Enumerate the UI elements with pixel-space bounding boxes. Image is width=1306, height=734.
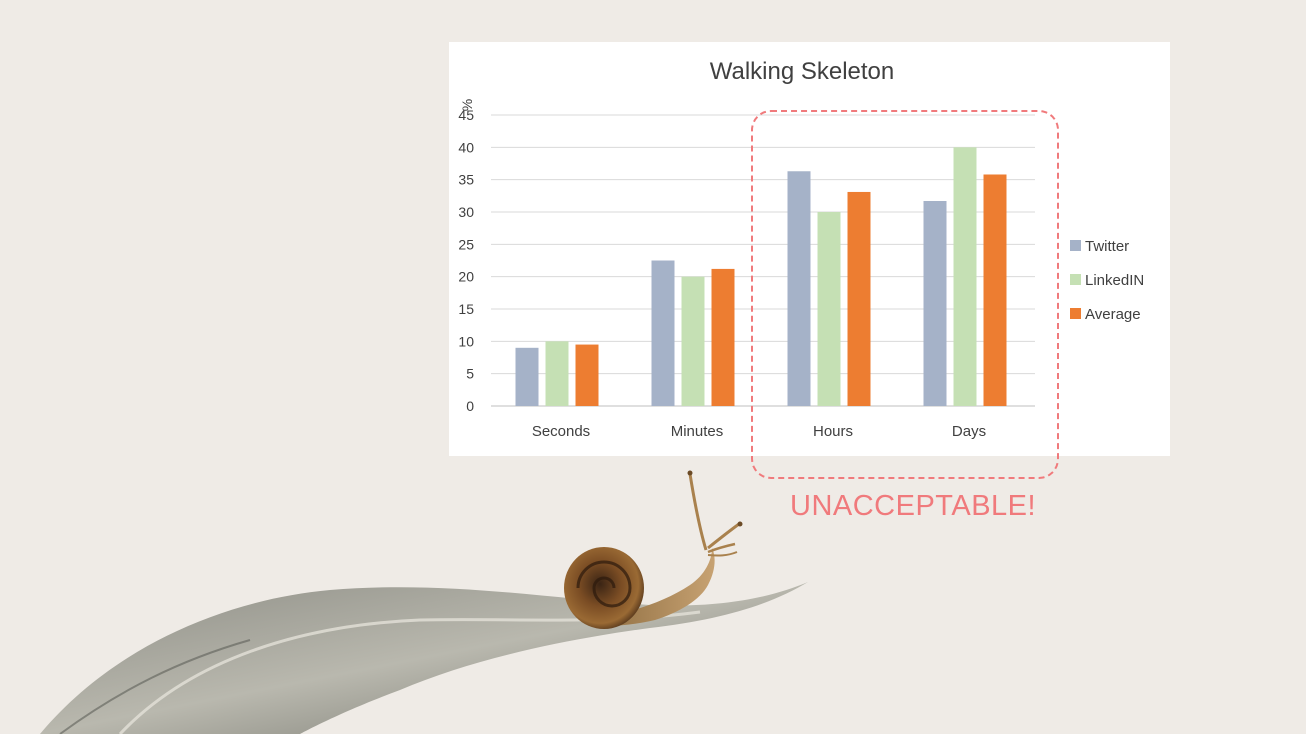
bar-linkedin-minutes xyxy=(681,276,705,406)
snail-on-leaf-illustration xyxy=(40,470,808,734)
legend-label: Average xyxy=(1085,306,1141,323)
y-axis-ticks: 0 5 10 15 20 25 30 35 40 45 xyxy=(458,107,474,414)
leaf-shape xyxy=(40,582,808,734)
legend-label: LinkedIN xyxy=(1085,272,1144,289)
bar-linkedin-seconds xyxy=(545,341,569,406)
bar-twitter-seconds xyxy=(515,347,539,406)
snail-shell xyxy=(564,547,644,629)
bar-linkedin-hours xyxy=(817,212,841,406)
unacceptable-callout: UNACCEPTABLE! xyxy=(790,490,1037,522)
y-tick-label: 40 xyxy=(458,139,474,155)
category-label: Seconds xyxy=(532,423,590,440)
bar-average-minutes xyxy=(711,268,735,406)
legend: Twitter LinkedIN Average xyxy=(1070,238,1144,323)
bar-chart: Walking Skeleton % 0 5 10 15 20 25 30 35 40 45 Se… xyxy=(458,58,1144,440)
category-label: Minutes xyxy=(671,423,724,440)
y-tick-label: 10 xyxy=(458,333,474,349)
legend-swatch xyxy=(1070,308,1081,319)
y-tick-label: 35 xyxy=(458,172,474,188)
bar-twitter-days xyxy=(923,201,947,406)
bar-average-hours xyxy=(847,191,871,406)
category-labels: Seconds Minutes Hours Days xyxy=(532,423,986,440)
highlight-box xyxy=(751,110,1059,479)
legend-swatch xyxy=(1070,274,1081,285)
category-label: Days xyxy=(952,423,986,440)
bar-twitter-minutes xyxy=(651,260,675,406)
y-tick-label: 5 xyxy=(466,366,474,382)
y-tick-label: 0 xyxy=(466,398,474,414)
legend-swatch xyxy=(1070,240,1081,251)
bar-linkedin-days xyxy=(953,147,977,406)
snail-body xyxy=(590,548,715,626)
y-tick-label: 15 xyxy=(458,301,474,317)
bar-average-seconds xyxy=(575,344,599,406)
chart-title: Walking Skeleton xyxy=(710,58,895,85)
legend-label: Twitter xyxy=(1085,238,1129,255)
bar-average-days xyxy=(983,174,1007,406)
bars xyxy=(515,147,1007,406)
y-tick-label: 20 xyxy=(458,269,474,285)
y-tick-label: 45 xyxy=(458,107,474,123)
category-label: Hours xyxy=(813,423,853,440)
y-axis-label: % xyxy=(459,99,475,111)
y-tick-label: 30 xyxy=(458,204,474,220)
y-tick-label: 25 xyxy=(458,236,474,252)
bar-twitter-hours xyxy=(787,171,811,406)
